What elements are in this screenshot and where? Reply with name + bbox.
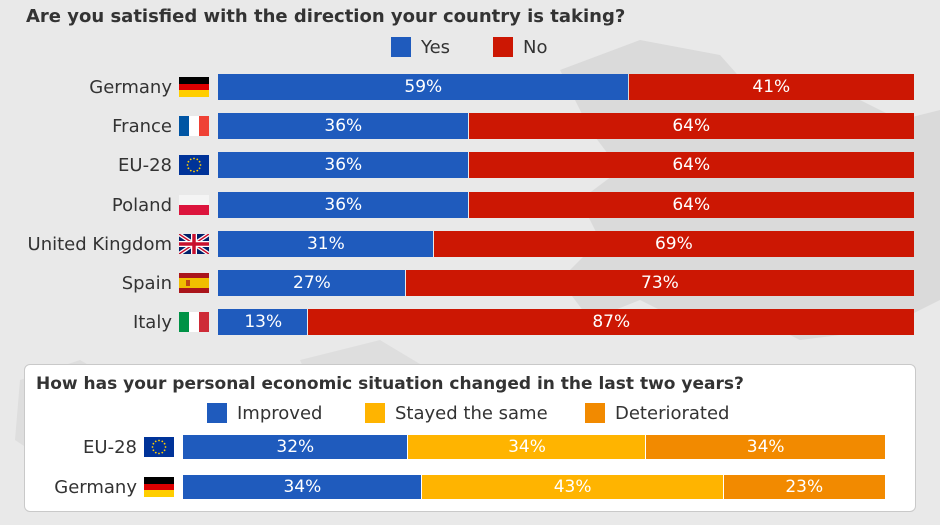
legend-swatch-no bbox=[493, 37, 513, 57]
row-label-poland: Poland bbox=[111, 194, 172, 216]
legend-label-deteriorated: Deteriorated bbox=[615, 402, 730, 424]
data-label-poland-no: 64% bbox=[672, 194, 711, 215]
chart-title-economic-situation: How has your personal economic situation… bbox=[36, 374, 744, 394]
bar-spain-no bbox=[405, 270, 914, 296]
data-label-france-yes: 36% bbox=[324, 116, 363, 137]
eu-flag-icon bbox=[179, 155, 209, 176]
data-label-spain-no: 73% bbox=[641, 273, 679, 293]
data-label-spain-yes: 27% bbox=[293, 273, 331, 293]
bar-france-yes bbox=[218, 113, 468, 140]
legend-swatch-yes bbox=[391, 37, 411, 57]
legend-item-deteriorated: Deteriorated bbox=[585, 402, 729, 424]
legend-item-yes: Yes bbox=[391, 36, 450, 58]
legend-item-no: No bbox=[493, 36, 547, 58]
bar-france-no bbox=[468, 113, 914, 140]
row-label-italy: Italy bbox=[132, 312, 172, 334]
legend-satisfaction: Yes No bbox=[391, 36, 591, 58]
data-label-eu-28-yes: 36% bbox=[324, 155, 363, 176]
legend-swatch-improved bbox=[207, 403, 227, 423]
legend-item-stayed: Stayed the same bbox=[365, 402, 548, 424]
bar-italy-yes bbox=[218, 309, 308, 336]
data-label-germany-no: 41% bbox=[752, 77, 791, 97]
bar-germany-no bbox=[628, 74, 914, 100]
bar-poland-no bbox=[468, 191, 914, 218]
legend-label-improved: Improved bbox=[237, 402, 323, 424]
chart-title-satisfaction: Are you satisfied with the direction you… bbox=[26, 6, 626, 27]
uk-flag-icon bbox=[179, 233, 209, 254]
poland-flag-icon bbox=[179, 194, 209, 215]
row-label-spain: Spain bbox=[121, 273, 172, 294]
bar-germany-yes bbox=[218, 74, 628, 100]
data-label-poland-yes: 36% bbox=[324, 194, 363, 215]
data-label-france-no: 64% bbox=[672, 116, 711, 137]
data-label-italy-no: 87% bbox=[592, 312, 631, 333]
legend-economic-situation: Improved Stayed the same Deteriorated bbox=[207, 402, 747, 424]
bar-united-kingdom-yes bbox=[218, 230, 433, 257]
row-label-eu-28: EU-28 bbox=[118, 155, 172, 177]
legend-label-yes: Yes bbox=[421, 36, 451, 58]
data-label-united-kingdom-yes: 31% bbox=[306, 233, 345, 254]
bar-united-kingdom-no bbox=[433, 230, 914, 257]
row-label-france: France bbox=[112, 116, 172, 138]
legend-label-no: No bbox=[523, 36, 548, 58]
data-label-germany-yes: 59% bbox=[404, 77, 443, 97]
bar-italy-no bbox=[308, 309, 914, 336]
data-label-united-kingdom-no: 69% bbox=[654, 233, 693, 254]
legend-item-improved: Improved bbox=[207, 402, 322, 424]
data-label-eu-28-no: 64% bbox=[672, 155, 711, 176]
row-label-united-kingdom: United Kingdom bbox=[27, 233, 172, 255]
spain-flag-icon bbox=[179, 273, 209, 293]
bar-poland-yes bbox=[218, 191, 468, 218]
legend-label-stayed: Stayed the same bbox=[395, 402, 548, 424]
chart-satisfaction: Germany 59% 41% France 36% 64% EU-28 36% 64% Pola… bbox=[27, 74, 914, 336]
row-label-germany: Germany bbox=[89, 77, 172, 98]
legend-swatch-deteriorated bbox=[585, 403, 605, 423]
germany-flag-icon bbox=[179, 77, 209, 97]
data-label-italy-yes: 13% bbox=[244, 312, 283, 333]
legend-swatch-stayed bbox=[365, 403, 385, 423]
bar-eu-28-no bbox=[468, 152, 914, 179]
bar-spain-yes bbox=[218, 270, 405, 296]
france-flag-icon bbox=[179, 116, 209, 137]
bar-eu-28-yes bbox=[218, 152, 468, 179]
italy-flag-icon bbox=[179, 312, 209, 333]
